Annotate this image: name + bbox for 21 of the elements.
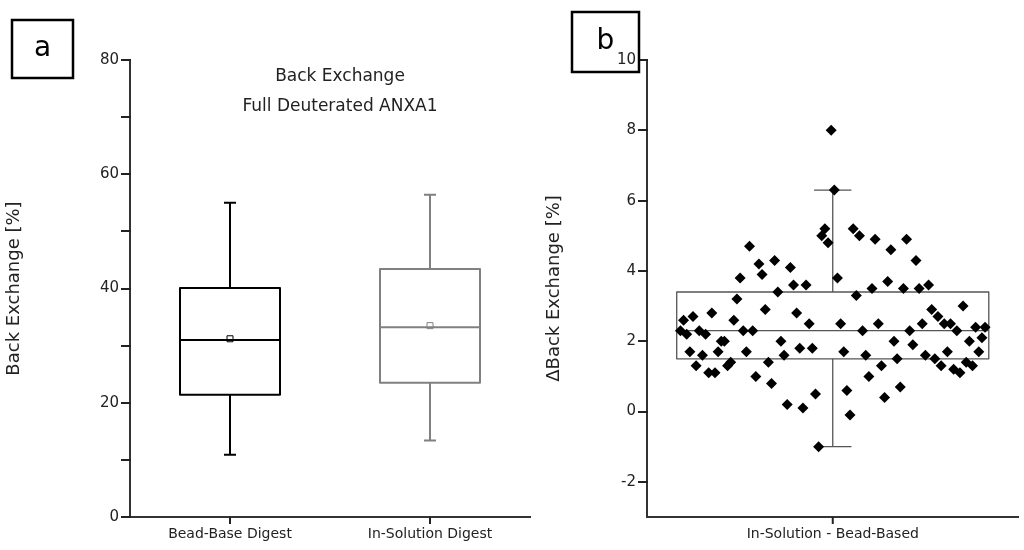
y-tick-label: 80: [99, 49, 119, 68]
x-tick-label: In-Solution - Bead-Based: [746, 525, 919, 542]
x-tick-label: Bead-Base Digest: [168, 525, 293, 542]
y-tick-label: 6: [626, 190, 636, 209]
y-tick-label: 8: [626, 120, 636, 139]
y-tick-label: 0: [626, 401, 636, 420]
x-tick-label: In-Solution Digest: [367, 525, 493, 542]
y-tick-label: 60: [99, 164, 119, 183]
y-tick-label: -2: [621, 471, 636, 490]
chart-title: Back Exchange: [275, 65, 405, 86]
y-tick-label: 4: [626, 260, 636, 279]
text: Full Deuterated ANXA1: [242, 95, 438, 116]
y-tick-label: 10: [616, 49, 636, 68]
y-tick-label: 0: [109, 506, 119, 525]
y-axis-title: ΔBack Exchange [%]: [542, 195, 564, 382]
y-tick-label: 20: [99, 392, 119, 411]
text: b: [596, 23, 615, 57]
y-axis-title: Back Exchange [%]: [2, 201, 24, 376]
text: a: [33, 30, 52, 64]
y-tick-label: 2: [626, 331, 636, 350]
y-tick-label: 40: [99, 278, 119, 297]
